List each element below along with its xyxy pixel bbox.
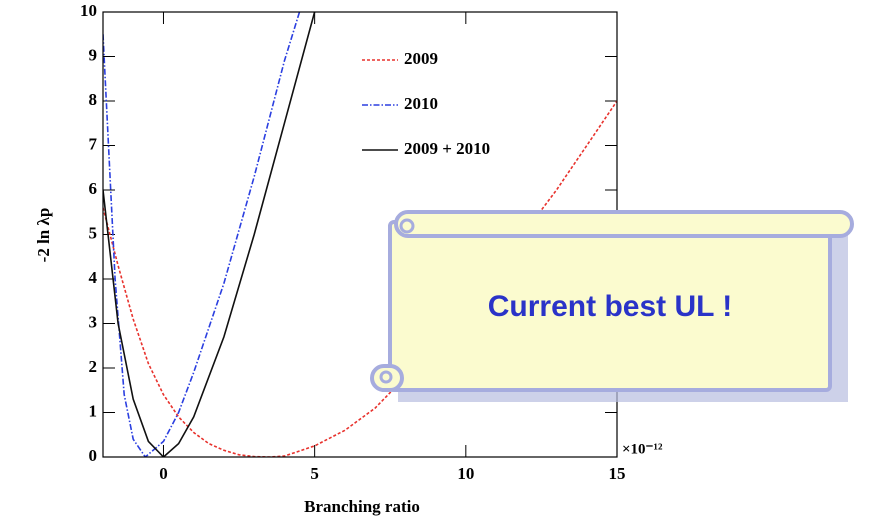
y-tick-label: 5 [89,223,98,242]
annotation: Current best UL ! [488,290,732,323]
line [103,12,315,457]
callout: Current best UL ! [372,212,852,402]
y-tick-label: 10 [80,1,97,20]
x-tick-label: 5 [310,464,319,483]
x-axis-label: Branching ratio [304,497,420,516]
legend-label: 2009 [404,49,438,68]
y-tick-label: 4 [89,268,98,287]
x-tick-label: 0 [159,464,168,483]
y-axis-label: -2 ln λp [34,208,53,263]
y-tick-label: 3 [89,312,98,331]
y-tick-label: 1 [89,401,98,420]
x-tick-label: 15 [609,464,626,483]
chart: Branching ratio -2 ln λp ×10⁻¹² 0 1 2 3 4 5 6 7… [0,0,871,523]
y-tick-label: 0 [89,446,98,465]
y-tick-label: 6 [89,179,98,198]
y-tick-label: 7 [89,134,98,153]
y-tick-label: 8 [89,90,98,109]
legend-label: 2009 + 2010 [404,139,490,158]
x-tick-label: 10 [457,464,474,483]
y-tick-label: 2 [89,357,98,376]
legend-label: 2010 [404,94,438,113]
y-tick-label: 9 [89,45,98,64]
line [103,12,300,457]
x-multiplier: ×10⁻¹² [622,441,663,457]
